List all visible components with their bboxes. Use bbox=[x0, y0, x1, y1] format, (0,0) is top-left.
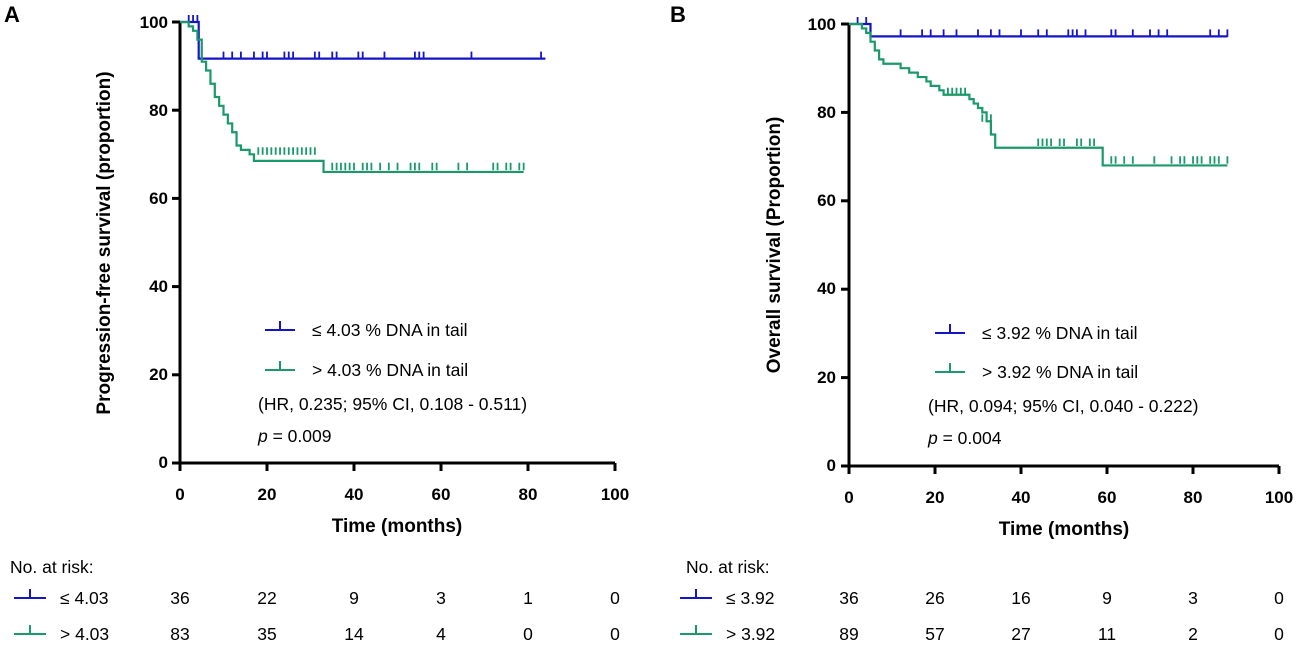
panel-a-risk-title: No. at risk: bbox=[10, 557, 94, 577]
panel-b-ytick-0: 0 bbox=[827, 456, 836, 475]
panel-a-xtick-100: 100 bbox=[601, 485, 629, 504]
panel-a-legend-high-swatch bbox=[265, 361, 295, 371]
panel-a-risk-high-value: 0 bbox=[523, 624, 533, 644]
panel-b-risk-low-value: 36 bbox=[839, 588, 858, 608]
panel-a-ytick-20: 20 bbox=[149, 365, 168, 384]
panel-b-risk-low-value: 0 bbox=[1274, 588, 1284, 608]
panel-b-risk-low-value: 26 bbox=[925, 588, 944, 608]
panel-b-hazard-ratio: (HR, 0.094; 95% CI, 0.040 - 0.222) bbox=[928, 396, 1198, 416]
panel-a-x-axis-label: Time (months) bbox=[332, 516, 463, 537]
panel-b-x-axis-label: Time (months) bbox=[999, 519, 1130, 540]
panel-b-risk-low-value: 16 bbox=[1011, 588, 1030, 608]
panel-a-xtick-80: 80 bbox=[519, 485, 538, 504]
panel-b-legend-low-label: ≤ 3.92 % DNA in tail bbox=[982, 323, 1138, 343]
panel-a-xtick-60: 60 bbox=[432, 485, 451, 504]
panel-a-legend: ≤ 4.03 % DNA in tail > 4.03 % DNA in tai… bbox=[257, 320, 527, 446]
panel-a-risk-low-value: 36 bbox=[170, 588, 189, 608]
panel-b-legend-low-swatch bbox=[935, 324, 965, 334]
panel-b-risk-high-value: 27 bbox=[1011, 624, 1030, 644]
panel-a-risk-low-value: 3 bbox=[436, 588, 446, 608]
panel-b-risk-low-label: ≤ 3.92 bbox=[726, 588, 775, 608]
panel-a-risk-high-value: 83 bbox=[170, 624, 189, 644]
panel-a-risk-high-value: 14 bbox=[344, 624, 364, 644]
panel-a-risk-high-value: 4 bbox=[436, 624, 446, 644]
panel-b-risk-low-swatch bbox=[680, 589, 712, 599]
panel-a-risk-low-value: 1 bbox=[523, 588, 533, 608]
panel-b-legend-high-swatch bbox=[935, 363, 965, 373]
panel-b-p-value: p = 0.004 bbox=[927, 428, 1002, 448]
panel-a-xtick-0: 0 bbox=[175, 485, 184, 504]
panel-b-xtick-0: 0 bbox=[844, 488, 853, 507]
panel-a-xtick-40: 40 bbox=[345, 485, 364, 504]
panel-b-risk-high-value: 11 bbox=[1098, 624, 1116, 644]
panel-a-ytick-100: 100 bbox=[140, 13, 168, 32]
panel-b-tick-labels: 100 80 60 40 20 0 0 20 40 60 80 100 bbox=[808, 15, 1294, 507]
panel-a: A 100 80 60 40 20 0 0 20 40 60 80 100 Ti… bbox=[4, 2, 629, 644]
panel-b-xtick-20: 20 bbox=[926, 488, 945, 507]
panel-b-xtick-60: 60 bbox=[1098, 488, 1117, 507]
panel-b-ytick-20: 20 bbox=[817, 368, 836, 387]
panel-a-tick-labels: 100 80 60 40 20 0 0 20 40 60 80 100 bbox=[140, 13, 630, 504]
panel-b-risk-low-value: 9 bbox=[1102, 588, 1112, 608]
panel-a-risk-low-value: 9 bbox=[349, 588, 359, 608]
panel-a-ytick-80: 80 bbox=[149, 101, 168, 120]
panel-b-xtick-40: 40 bbox=[1012, 488, 1031, 507]
panel-b-risk-high-value: 2 bbox=[1188, 624, 1198, 644]
panel-b-risk-high-value: 0 bbox=[1274, 624, 1284, 644]
panel-a-risk-high-label: > 4.03 bbox=[60, 624, 109, 644]
panel-b-letter: B bbox=[670, 2, 686, 27]
panel-b-ytick-80: 80 bbox=[817, 103, 836, 122]
panel-b-xtick-80: 80 bbox=[1184, 488, 1203, 507]
panel-a-risk-low-label: ≤ 4.03 bbox=[60, 588, 109, 608]
panel-a-hazard-ratio: (HR, 0.235; 95% CI, 0.108 - 0.511) bbox=[258, 394, 527, 414]
panel-a-curve-high bbox=[180, 20, 524, 174]
panel-a-risk-low-swatch bbox=[14, 589, 46, 599]
panel-b-ytick-40: 40 bbox=[817, 279, 836, 298]
panel-b-y-axis-label: Overall survival (Proportion) bbox=[764, 117, 785, 374]
panel-a-risk-high-value: 35 bbox=[257, 624, 276, 644]
panel-a-risk-low-value: 22 bbox=[257, 588, 276, 608]
panel-b-xtick-100: 100 bbox=[1265, 488, 1293, 507]
panel-b-ytick-60: 60 bbox=[817, 191, 836, 210]
panel-a-y-axis-label: Progression-free survival (proportion) bbox=[94, 71, 115, 414]
panel-a-ytick-60: 60 bbox=[149, 189, 168, 208]
panel-b-risk-low-value: 3 bbox=[1188, 588, 1198, 608]
panel-b-risk-high-value: 57 bbox=[925, 624, 944, 644]
panel-a-legend-low-swatch bbox=[265, 321, 295, 331]
panel-b-risk-table: No. at risk: ≤ 3.92 36 26 16 9 3 0 > 3.9… bbox=[680, 557, 1284, 644]
panel-b: B 100 80 60 40 20 0 0 20 40 60 80 100 Ti… bbox=[670, 2, 1293, 644]
panel-a-risk-high-value: 0 bbox=[610, 624, 620, 644]
panel-b-risk-title: No. at risk: bbox=[686, 557, 770, 577]
panel-b-ytick-100: 100 bbox=[808, 15, 836, 34]
panel-a-ytick-40: 40 bbox=[149, 277, 168, 296]
panel-a-risk-table: No. at risk: ≤ 4.03 36 22 9 3 1 0 > 4.03… bbox=[10, 557, 620, 644]
panel-a-letter: A bbox=[4, 2, 20, 27]
panel-a-plot bbox=[172, 15, 617, 471]
panel-b-plot bbox=[841, 17, 1281, 474]
panel-b-legend-high-label: > 3.92 % DNA in tail bbox=[982, 362, 1138, 382]
panel-a-xtick-20: 20 bbox=[258, 485, 277, 504]
panel-a-ytick-0: 0 bbox=[159, 453, 168, 472]
panel-b-risk-high-swatch bbox=[680, 625, 712, 635]
panel-a-legend-low-label: ≤ 4.03 % DNA in tail bbox=[312, 320, 468, 340]
panel-a-risk-high-swatch bbox=[14, 625, 46, 635]
panel-b-risk-high-value: 89 bbox=[839, 624, 858, 644]
panel-b-legend: ≤ 3.92 % DNA in tail > 3.92 % DNA in tai… bbox=[927, 323, 1198, 448]
panel-a-risk-low-value: 0 bbox=[610, 588, 620, 608]
panel-a-legend-high-label: > 4.03 % DNA in tail bbox=[312, 360, 468, 380]
panel-b-risk-high-label: > 3.92 bbox=[726, 624, 775, 644]
panel-a-p-value: p = 0.009 bbox=[257, 426, 331, 446]
